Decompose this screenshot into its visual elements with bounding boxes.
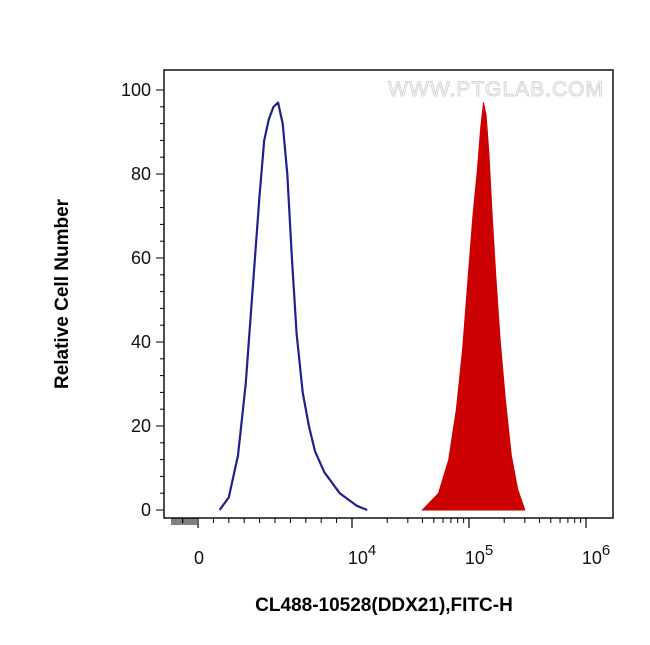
series-1-outline xyxy=(218,101,368,512)
y-tick-label: 100 xyxy=(121,80,151,100)
x-tick-label: 104 xyxy=(348,542,376,568)
series-2-filled-area xyxy=(421,102,526,511)
x-tick-label: 106 xyxy=(582,542,610,568)
x-tick-label: 0 xyxy=(194,548,204,568)
x-tick-label: 105 xyxy=(465,542,493,568)
series-layer xyxy=(218,101,526,512)
y-tick-label: 80 xyxy=(131,164,151,184)
y-axis: 0 20 40 60 80 100 xyxy=(121,80,164,520)
y-tick-label: 40 xyxy=(131,332,151,352)
x-axis: 0 104 105 106 xyxy=(171,518,610,568)
y-tick-label: 60 xyxy=(131,248,151,268)
y-axis-title: Relative Cell Number xyxy=(52,198,73,389)
y-tick-label: 20 xyxy=(131,416,151,436)
watermark: WWW.PTGLAB.COM xyxy=(388,78,604,101)
x-axis-title: CL488-10528(DDX21),FITC-H xyxy=(255,595,513,616)
plot-frame xyxy=(163,69,614,519)
y-tick-label: 0 xyxy=(141,500,151,520)
